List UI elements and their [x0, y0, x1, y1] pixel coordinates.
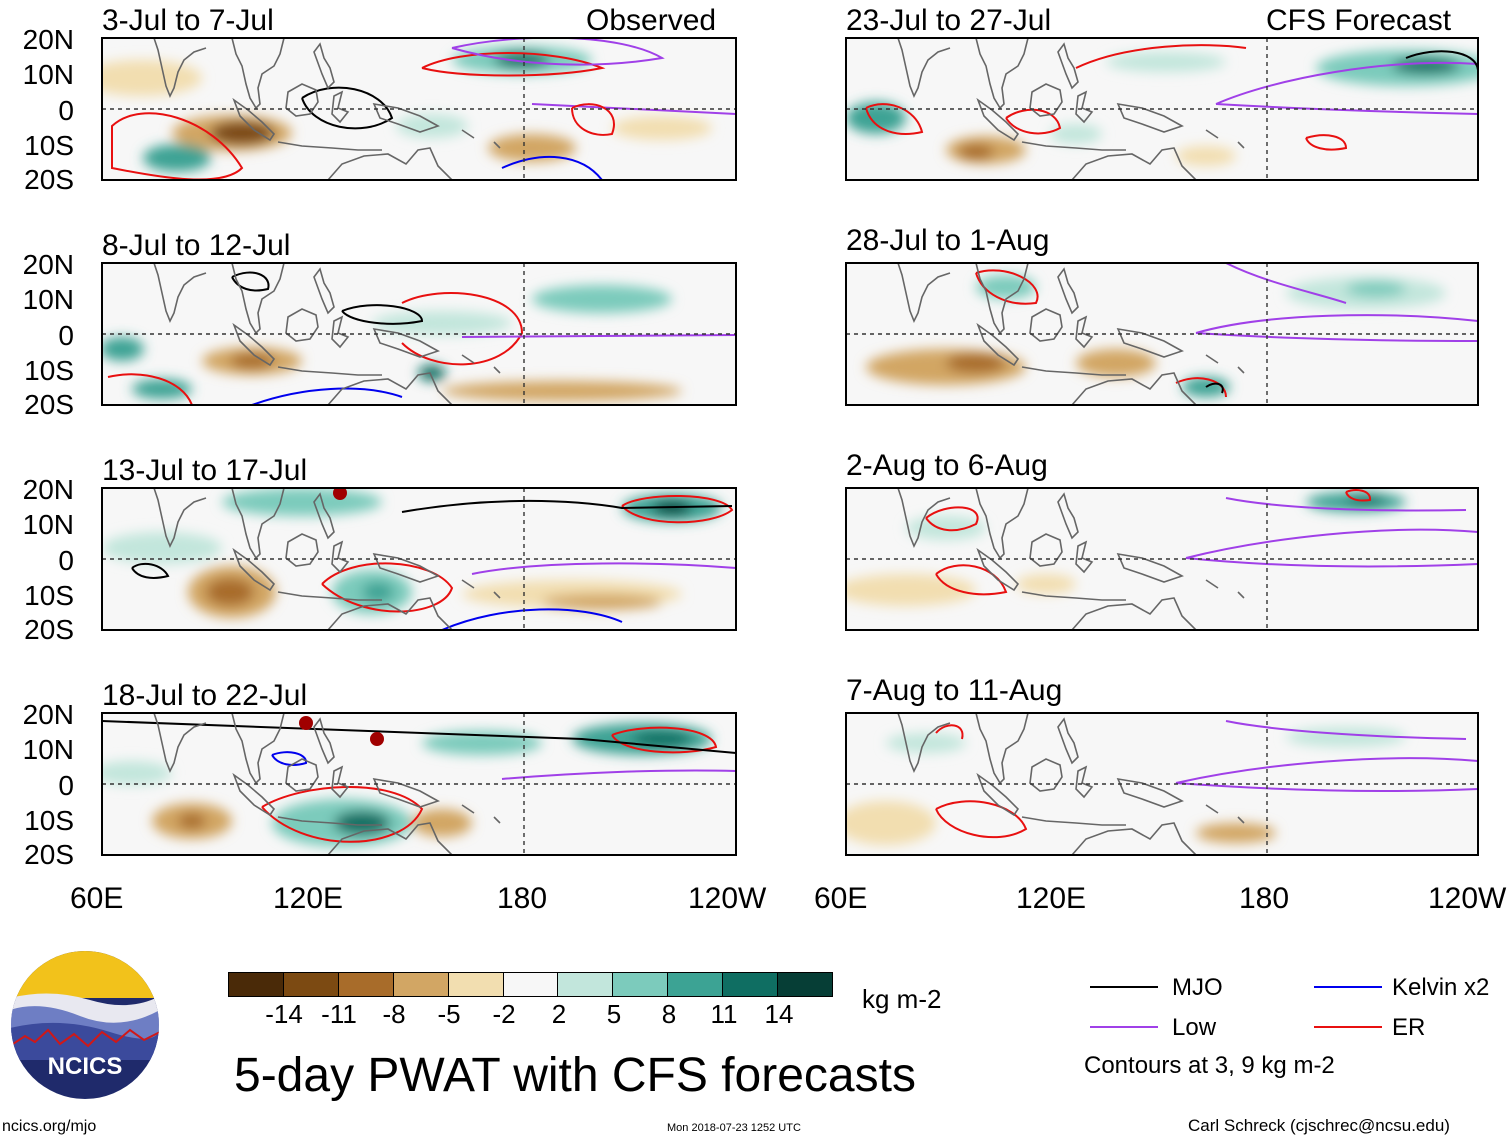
y-tick: 20S: [24, 614, 74, 645]
colorbar-swatch: [503, 973, 559, 996]
y-tick: 0: [58, 545, 74, 576]
x-tick: 180: [1239, 882, 1290, 915]
y-tick: 0: [58, 320, 74, 351]
legend-label-kelvin: Kelvin x2: [1392, 974, 1490, 1001]
y-tick: 0: [58, 770, 74, 801]
footer-url[interactable]: ncics.org/mjo: [2, 1118, 97, 1135]
y-tick: 0: [58, 95, 74, 126]
legend-line: [1090, 1026, 1158, 1028]
footer-author: Carl Schreck (cjschrec@ncsu.edu): [1188, 1116, 1450, 1135]
x-tick: 120E: [1016, 882, 1087, 915]
legend-label-er: ER: [1392, 1014, 1426, 1041]
colorbar-swatch: [229, 973, 284, 996]
colorbar-swatch: [283, 973, 339, 996]
y-tick: 10S: [24, 580, 74, 611]
panel-title: 2-Aug to 6-Aug: [846, 449, 1048, 482]
colorbar-swatch: [723, 973, 779, 996]
panel-title: 3-Jul to 7-Jul: [102, 4, 274, 37]
y-tick: 20S: [24, 164, 74, 195]
legend-line: [1314, 1026, 1382, 1028]
colorbar-label: -11: [321, 999, 357, 1029]
colorbar-swatch: [778, 973, 832, 996]
colorbar-label: -2: [492, 999, 516, 1029]
y-tick: 10N: [22, 509, 74, 540]
x-tick: 60E: [70, 882, 124, 915]
colorbar-units: kg m-2: [862, 984, 942, 1014]
colorbar-swatch: [668, 973, 724, 996]
panel-forecast-4: [845, 712, 1479, 856]
panel-observed-1: [101, 37, 737, 181]
legend-line: [1090, 986, 1158, 988]
colorbar-label: 11: [710, 999, 738, 1029]
y-tick: 10S: [24, 805, 74, 836]
panel-observed-4: [101, 712, 737, 856]
panel-title: 28-Jul to 1-Aug: [846, 224, 1050, 257]
panel-forecast-2: [845, 262, 1479, 406]
ncics-logo: NCICS: [11, 951, 159, 1099]
panel-title: 7-Aug to 11-Aug: [846, 674, 1063, 707]
y-tick: 10N: [22, 734, 74, 765]
y-tick: 10S: [24, 355, 74, 386]
colorbar-swatch: [393, 973, 449, 996]
logo-text: NCICS: [48, 1053, 123, 1080]
legend-line: [1314, 986, 1382, 988]
colorbar-label: -5: [437, 999, 461, 1029]
colorbar: [228, 972, 833, 997]
y-tick: 10N: [22, 284, 74, 315]
y-tick: 20N: [22, 24, 74, 55]
y-tick: 10N: [22, 59, 74, 90]
panel-forecast-1: [845, 37, 1479, 181]
colorbar-swatch: [558, 973, 614, 996]
panel-title: 23-Jul to 27-Jul: [846, 4, 1052, 37]
legend-label-low: Low: [1172, 1014, 1217, 1041]
colorbar-label: 14: [764, 999, 794, 1029]
colorbar-label: -8: [382, 999, 406, 1029]
legend-note: Contours at 3, 9 kg m-2: [1084, 1052, 1335, 1079]
map-panels: [101, 37, 1479, 856]
x-tick: 120W: [688, 882, 767, 915]
footer-timestamp: Mon 2018-07-23 1252 UTC: [667, 1122, 801, 1134]
panel-title: 13-Jul to 17-Jul: [102, 454, 308, 487]
y-tick: 10S: [24, 130, 74, 161]
figure-title: 5-day PWAT with CFS forecasts: [234, 1049, 916, 1102]
panel-tag-forecast: CFS Forecast: [1266, 4, 1452, 37]
legend-label-mjo: MJO: [1172, 974, 1223, 1001]
x-tick: 180: [497, 882, 548, 915]
y-tick: 20N: [22, 249, 74, 280]
panel-observed-3: [101, 487, 737, 631]
colorbar-label: 2: [551, 999, 567, 1029]
colorbar-label: 5: [606, 999, 622, 1029]
colorbar-label: -14: [265, 999, 303, 1029]
y-tick: 20S: [24, 839, 74, 870]
x-tick: 120W: [1428, 882, 1507, 915]
panel-title: 18-Jul to 22-Jul: [102, 679, 308, 712]
panel-observed-2: [101, 262, 737, 406]
y-tick: 20S: [24, 389, 74, 420]
x-tick: 120E: [273, 882, 344, 915]
colorbar-label: 8: [661, 999, 677, 1029]
panel-forecast-3: [845, 487, 1479, 631]
colorbar-swatch: [448, 973, 504, 996]
colorbar-swatch: [613, 973, 669, 996]
y-tick: 20N: [22, 474, 74, 505]
panel-tag-observed: Observed: [586, 4, 717, 37]
x-tick: 60E: [814, 882, 868, 915]
y-tick: 20N: [22, 699, 74, 730]
panel-title: 8-Jul to 12-Jul: [102, 229, 291, 262]
colorbar-swatch: [338, 973, 394, 996]
